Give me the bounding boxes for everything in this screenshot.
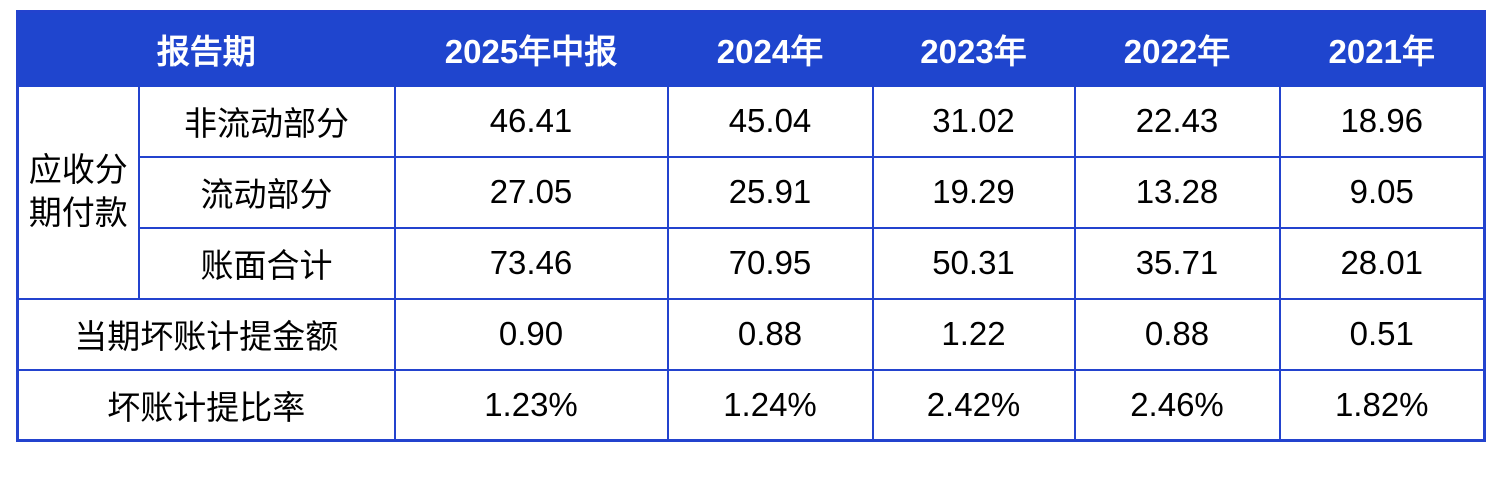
header-cell-2021: 2021年 (1278, 10, 1486, 87)
value-cell: 25.91 (666, 155, 874, 229)
value-cell: 50.31 (871, 226, 1076, 300)
value-cell: 0.88 (666, 297, 874, 371)
table-row-bad-debt-provision: 当期坏账计提金额 0.90 0.88 1.22 0.88 0.51 (16, 297, 1486, 371)
page: 报告期 2025年中报 2024年 2023年 2022年 2021年 应收分期… (16, 10, 1486, 442)
value-cell: 0.88 (1073, 297, 1281, 371)
header-cell-report-period: 报告期 (16, 10, 396, 87)
value-cell: 13.28 (1073, 155, 1281, 229)
header-cell-2022: 2022年 (1073, 10, 1281, 87)
receivables-installment-table: 报告期 2025年中报 2024年 2023年 2022年 2021年 应收分期… (16, 10, 1486, 442)
row-label-bad-debt-ratio: 坏账计提比率 (16, 368, 396, 442)
value-cell: 0.90 (393, 297, 669, 371)
value-cell: 35.71 (1073, 226, 1281, 300)
header-cell-2024: 2024年 (666, 10, 874, 87)
header-cell-2023: 2023年 (871, 10, 1076, 87)
row-label-noncurrent: 非流动部分 (137, 84, 396, 158)
value-cell: 9.05 (1278, 155, 1486, 229)
value-cell: 31.02 (871, 84, 1076, 158)
row-label-book-total: 账面合计 (137, 226, 396, 300)
value-cell: 73.46 (393, 226, 669, 300)
value-cell: 45.04 (666, 84, 874, 158)
value-cell: 1.24% (666, 368, 874, 442)
value-cell: 22.43 (1073, 84, 1281, 158)
value-cell: 18.96 (1278, 84, 1486, 158)
table-row-noncurrent: 应收分期付款 非流动部分 46.41 45.04 31.02 22.43 18.… (16, 84, 1486, 300)
value-cell: 27.05 (393, 155, 669, 229)
value-cell: 70.95 (666, 226, 874, 300)
value-cell: 19.29 (871, 155, 1076, 229)
value-cell: 2.42% (871, 368, 1076, 442)
value-cell: 2.46% (1073, 368, 1281, 442)
value-cell: 1.23% (393, 368, 669, 442)
header-cell-2025-interim: 2025年中报 (393, 10, 669, 87)
value-cell: 46.41 (393, 84, 669, 158)
row-label-current: 流动部分 (137, 155, 396, 229)
value-cell: 1.82% (1278, 368, 1486, 442)
value-cell: 0.51 (1278, 297, 1486, 371)
header-row: 报告期 2025年中报 2024年 2023年 2022年 2021年 (16, 10, 1486, 87)
row-label-bad-debt-provision: 当期坏账计提金额 (16, 297, 396, 371)
table-row-book-total: 账面合计 73.46 70.95 50.31 35.71 28.01 (18, 226, 1486, 300)
table-row-bad-debt-ratio: 坏账计提比率 1.23% 1.24% 2.42% 2.46% 1.82% (16, 368, 1486, 442)
group-label-receivable-installments: 应收分期付款 (16, 84, 140, 300)
table-row-current: 流动部分 27.05 25.91 19.29 13.28 9.05 (18, 155, 1486, 229)
value-cell: 1.22 (871, 297, 1076, 371)
value-cell: 28.01 (1278, 226, 1486, 300)
